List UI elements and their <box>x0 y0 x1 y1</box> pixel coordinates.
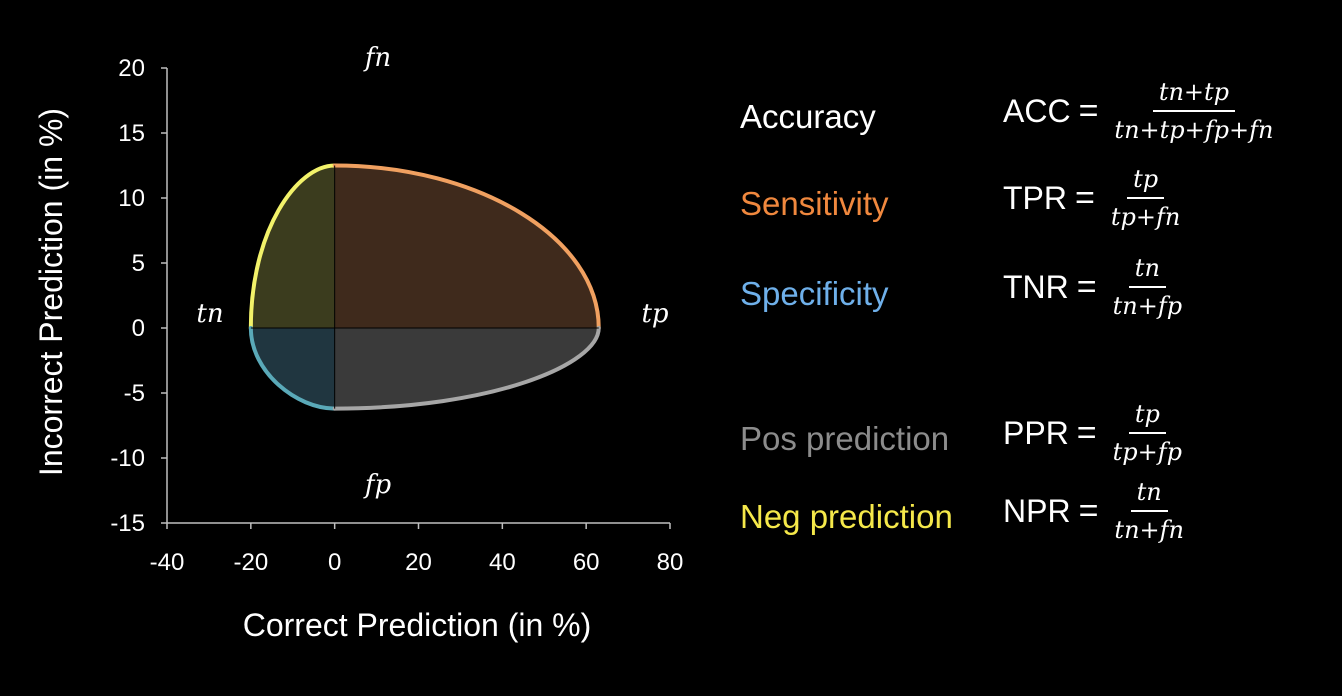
x-tick-label: 0 <box>328 549 341 576</box>
formula-neg-prediction: NPR = tn tn+fn <box>1003 480 1190 542</box>
region-tn-fn-edge <box>248 163 337 330</box>
metric-specificity-label: Specificity <box>740 275 889 312</box>
formula-sensitivity-numerator: tp <box>1127 167 1165 199</box>
formula-specificity-equals: = <box>1076 267 1097 306</box>
formula-accuracy: ACC = tn+tp tn+tp+fp+fn <box>1003 80 1279 142</box>
region-tn-fp-edge <box>248 326 337 411</box>
region-tn-fn-fill <box>250 165 335 328</box>
x-tick-label: -20 <box>233 549 268 576</box>
region-tp-fp-edge <box>332 326 601 411</box>
formula-specificity-numerator: tn <box>1128 256 1166 288</box>
metric-sensitivity-label: Sensitivity <box>740 185 889 222</box>
x-tick-label: 40 <box>489 549 516 576</box>
region-tn-fp-fill <box>250 328 335 409</box>
formula-pos-prediction-abbr: PPR <box>1003 414 1069 451</box>
formula-pos-prediction-denominator: tp+fp <box>1112 438 1183 466</box>
region-label-tn: tn <box>196 299 223 329</box>
region-label-fn: fn <box>363 43 391 73</box>
formula-sensitivity-equals: = <box>1075 178 1095 217</box>
formula-specificity-denominator: tn+fp <box>1112 292 1183 320</box>
y-tick-label: 5 <box>132 250 145 277</box>
y-tick-label: 10 <box>118 185 145 212</box>
y-tick-label: -10 <box>110 445 145 472</box>
y-ticks: 20 15 10 5 0 -5 -10 -15 <box>110 55 167 537</box>
y-tick-label: 15 <box>118 120 145 147</box>
formula-pos-prediction: PPR = tp tp+fp <box>1003 402 1188 464</box>
formula-sensitivity-fraction: tp tp+fn <box>1105 167 1186 229</box>
formula-sensitivity: TPR = tp tp+fn <box>1003 167 1186 229</box>
regions-layer <box>248 163 601 411</box>
y-tick-label: -5 <box>124 380 145 407</box>
region-tp-fn-fill <box>334 165 599 328</box>
y-axis-title: Incorrect Prediction (in %) <box>33 108 69 476</box>
formula-sensitivity-denominator: tp+fn <box>1110 203 1181 231</box>
x-tick-label: 20 <box>405 549 432 576</box>
formula-pos-prediction-numerator: tp <box>1128 402 1166 434</box>
y-tick-label: 0 <box>132 315 145 342</box>
formula-accuracy-equals: = <box>1078 91 1099 130</box>
formula-neg-prediction-equals: = <box>1078 491 1099 530</box>
region-tp-fn-edge <box>332 163 601 330</box>
formula-pos-prediction-fraction: tp tp+fp <box>1107 402 1188 464</box>
x-tick-label: -40 <box>150 549 185 576</box>
formula-neg-prediction-denominator: tn+fn <box>1114 516 1184 544</box>
metric-neg-prediction-label: Neg prediction <box>740 498 953 535</box>
formula-accuracy-abbr: ACC <box>1003 92 1071 129</box>
formula-sensitivity-abbr: TPR <box>1003 179 1067 216</box>
metric-pos-prediction-label: Pos prediction <box>740 420 950 457</box>
y-tick-label: 20 <box>118 55 145 82</box>
region-label-tp: tp <box>641 299 668 329</box>
x-tick-label: 60 <box>573 549 600 576</box>
x-ticks: -40 -20 0 20 40 60 80 <box>150 523 684 576</box>
metric-accuracy-label: Accuracy <box>740 98 876 135</box>
formula-accuracy-denominator: tn+tp+fp+fn <box>1114 116 1274 144</box>
formula-accuracy-fraction: tn+tp tn+tp+fp+fn <box>1108 80 1279 142</box>
formula-specificity-fraction: tn tn+fp <box>1107 256 1188 318</box>
formula-specificity: TNR = tn tn+fp <box>1003 256 1188 318</box>
formula-neg-prediction-abbr: NPR <box>1003 492 1071 529</box>
x-axis-title: Correct Prediction (in %) <box>243 607 592 643</box>
region-tp-fp-fill <box>334 328 599 409</box>
formula-specificity-abbr: TNR <box>1003 268 1069 305</box>
formula-neg-prediction-fraction: tn tn+fn <box>1108 480 1190 542</box>
y-tick-label: -15 <box>110 510 145 537</box>
region-label-fp: fp <box>363 470 392 500</box>
x-tick-label: 80 <box>657 549 684 576</box>
formula-pos-prediction-equals: = <box>1076 413 1097 452</box>
formula-accuracy-numerator: tn+tp <box>1152 80 1236 112</box>
formula-neg-prediction-numerator: tn <box>1130 480 1168 512</box>
